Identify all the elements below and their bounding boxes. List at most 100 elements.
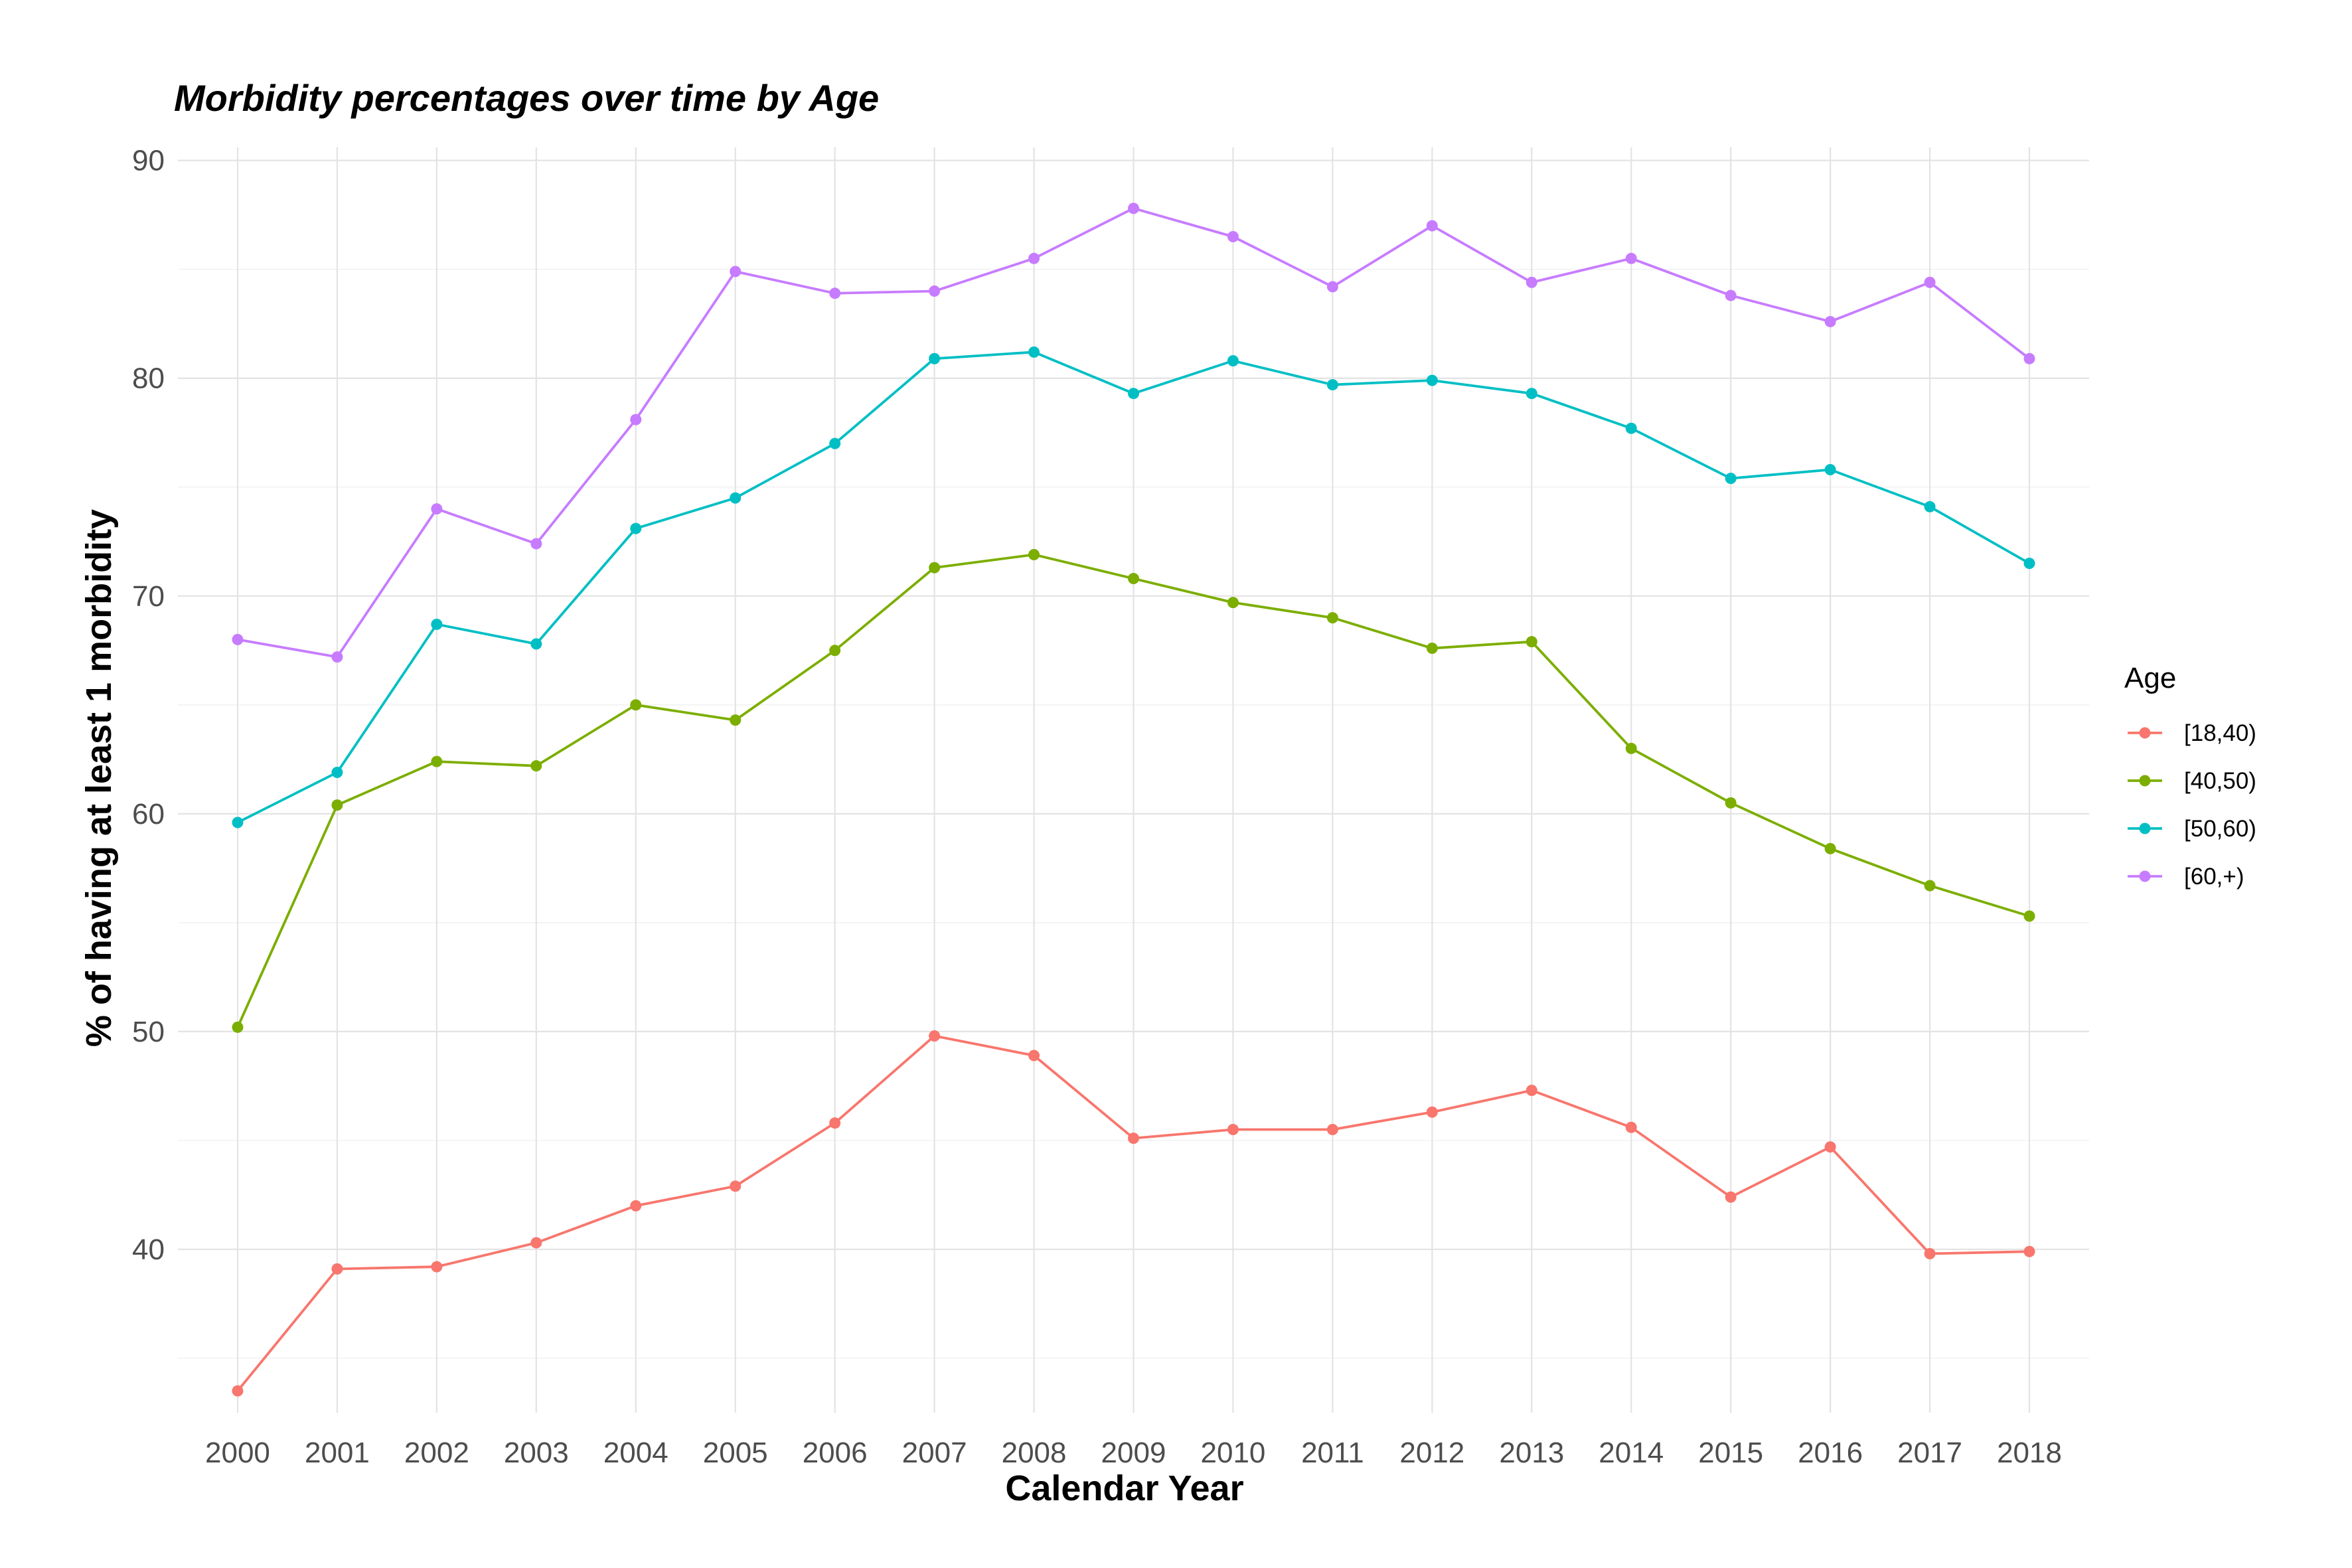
x-tick-label: 2013 bbox=[1499, 1437, 1564, 1469]
data-point bbox=[1426, 1106, 1438, 1118]
x-tick-label: 2012 bbox=[1399, 1437, 1464, 1469]
data-point bbox=[1526, 276, 1537, 288]
data-point bbox=[1128, 573, 1139, 585]
legend-items: [18,40) [40,50) [50,60) [60,+) bbox=[2128, 720, 2256, 890]
legend-label: [40,50) bbox=[2184, 768, 2256, 794]
data-point bbox=[530, 538, 542, 550]
data-point bbox=[1227, 597, 1239, 609]
legend-item: [40,50) bbox=[2128, 768, 2256, 794]
x-tick-label: 2018 bbox=[1997, 1437, 2062, 1469]
data-point bbox=[1526, 636, 1537, 648]
y-tick-label: 80 bbox=[132, 362, 165, 395]
x-tick-label: 2000 bbox=[205, 1437, 270, 1469]
data-point bbox=[1526, 1084, 1537, 1096]
data-point bbox=[829, 645, 841, 657]
data-point bbox=[431, 503, 443, 515]
y-tick-label: 70 bbox=[132, 580, 165, 613]
data-point bbox=[730, 1180, 742, 1192]
data-point bbox=[1326, 379, 1338, 391]
x-tick-label: 2002 bbox=[404, 1437, 469, 1469]
x-tick-label: 2011 bbox=[1301, 1437, 1364, 1469]
x-tick-label: 2015 bbox=[1698, 1437, 1763, 1469]
data-point bbox=[1625, 742, 1637, 754]
data-point bbox=[1924, 880, 1936, 892]
x-tick-label: 2008 bbox=[1002, 1437, 1067, 1469]
data-point bbox=[1028, 346, 1040, 358]
legend-item: [18,40) bbox=[2128, 720, 2256, 746]
data-point bbox=[1824, 464, 1836, 476]
data-point bbox=[232, 1021, 244, 1033]
y-tick-label: 40 bbox=[132, 1233, 165, 1266]
x-tick-label: 2006 bbox=[803, 1437, 868, 1469]
data-point bbox=[929, 562, 941, 574]
data-point bbox=[530, 638, 542, 650]
data-point bbox=[1725, 289, 1737, 301]
data-point bbox=[530, 1237, 542, 1249]
data-point bbox=[1028, 1050, 1040, 1061]
data-point bbox=[929, 353, 941, 364]
data-point bbox=[829, 1117, 841, 1129]
y-axis-ticks: 40 50 60 70 80 90 bbox=[132, 145, 165, 1266]
legend-item: [50,60) bbox=[2128, 816, 2256, 842]
data-point bbox=[431, 1261, 443, 1273]
data-point bbox=[1924, 501, 1936, 512]
data-point bbox=[1924, 1248, 1936, 1260]
x-tick-label: 2001 bbox=[305, 1437, 370, 1469]
legend-label: [60,+) bbox=[2184, 864, 2244, 890]
data-point bbox=[829, 287, 841, 299]
series-points bbox=[232, 202, 2035, 1397]
legend-label: [50,60) bbox=[2184, 816, 2256, 842]
x-tick-label: 2010 bbox=[1201, 1437, 1266, 1469]
y-tick-label: 60 bbox=[132, 798, 165, 830]
legend-key-point bbox=[2139, 870, 2151, 882]
data-point bbox=[1824, 315, 1836, 327]
data-point bbox=[1227, 231, 1239, 243]
data-point bbox=[1725, 797, 1737, 809]
data-point bbox=[1625, 252, 1637, 264]
x-tick-label: 2003 bbox=[504, 1437, 569, 1469]
data-point bbox=[1426, 374, 1438, 386]
data-point bbox=[1028, 252, 1040, 264]
x-tick-label: 2014 bbox=[1599, 1437, 1664, 1469]
data-point bbox=[1326, 1124, 1338, 1136]
data-point bbox=[2023, 1245, 2035, 1257]
data-point bbox=[331, 651, 343, 663]
grid bbox=[178, 147, 2089, 1413]
data-point bbox=[730, 266, 742, 277]
data-point bbox=[1326, 281, 1338, 293]
data-point bbox=[1227, 1124, 1239, 1136]
y-tick-label: 50 bbox=[132, 1016, 165, 1048]
data-point bbox=[331, 799, 343, 811]
data-point bbox=[1526, 388, 1537, 400]
data-point bbox=[1426, 643, 1438, 655]
data-point bbox=[1128, 202, 1139, 214]
x-axis-title: Calendar Year bbox=[1005, 1468, 1243, 1508]
data-point bbox=[530, 760, 542, 772]
data-point bbox=[1128, 1133, 1139, 1144]
legend-item: [60,+) bbox=[2128, 864, 2244, 890]
data-point bbox=[1824, 842, 1836, 854]
legend-key-point bbox=[2139, 823, 2151, 834]
data-point bbox=[929, 285, 941, 297]
legend-key-point bbox=[2139, 727, 2151, 739]
x-axis-ticks: 2000 2001 2002 2003 2004 2005 2006 2007 2008 2009… bbox=[205, 1437, 2062, 1469]
data-point bbox=[431, 755, 443, 767]
y-axis-title: % of having at least 1 morbidity bbox=[79, 509, 119, 1047]
y-tick-label: 90 bbox=[132, 145, 165, 177]
data-point bbox=[1625, 1121, 1637, 1133]
x-tick-label: 2009 bbox=[1101, 1437, 1166, 1469]
legend-key-point bbox=[2139, 775, 2151, 787]
data-point bbox=[431, 618, 443, 630]
x-tick-label: 2007 bbox=[902, 1437, 967, 1469]
data-point bbox=[929, 1030, 941, 1042]
data-point bbox=[1227, 354, 1239, 366]
data-point bbox=[1725, 1191, 1737, 1203]
data-point bbox=[630, 414, 642, 426]
x-tick-label: 2004 bbox=[603, 1437, 668, 1469]
legend: Age [18,40) [40,50) [50,60) [60,+) bbox=[2124, 662, 2256, 890]
data-point bbox=[730, 714, 742, 726]
data-point bbox=[630, 1200, 642, 1212]
data-point bbox=[1326, 612, 1338, 624]
data-point bbox=[1625, 422, 1637, 434]
